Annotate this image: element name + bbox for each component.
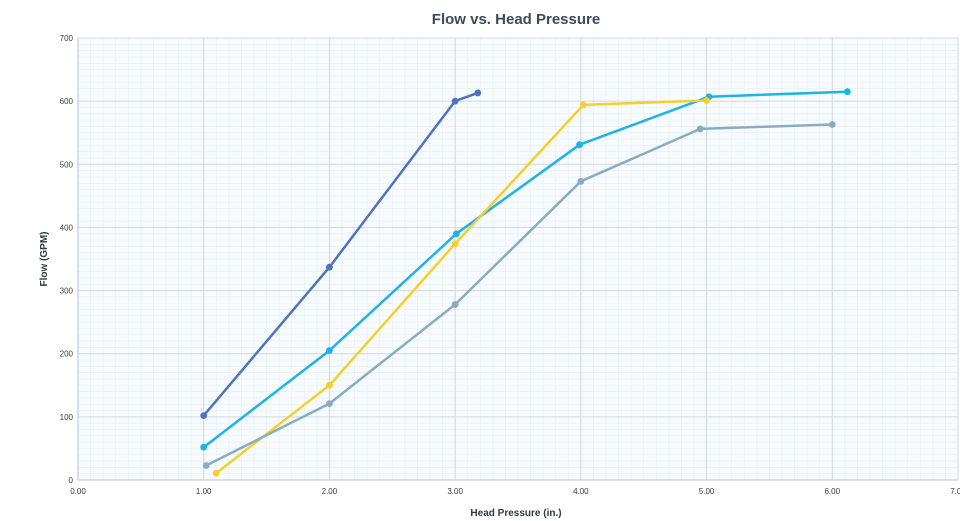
y-tick-labels: 0 100 200 300 400 500 600 700 bbox=[60, 34, 74, 485]
y-tick-label: 700 bbox=[60, 34, 74, 43]
data-point bbox=[696, 125, 704, 133]
data-point bbox=[200, 412, 208, 419]
data-point bbox=[326, 347, 333, 354]
series-line bbox=[202, 90, 849, 449]
series-1 bbox=[200, 89, 482, 419]
data-point bbox=[828, 121, 836, 128]
x-tick-label: 3.00 bbox=[447, 487, 463, 496]
major-gridlines bbox=[78, 37, 959, 480]
x-tick-label: 0.00 bbox=[70, 487, 86, 496]
chart-title: Flow vs. Head Pressure bbox=[432, 11, 600, 28]
data-point bbox=[326, 263, 333, 271]
y-tick-label: 100 bbox=[60, 413, 74, 422]
y-tick-label: 200 bbox=[60, 350, 74, 359]
data-point bbox=[326, 381, 333, 389]
data-point bbox=[202, 462, 210, 469]
data-point bbox=[577, 177, 585, 185]
x-tick-label: 1.00 bbox=[196, 487, 212, 496]
data-point bbox=[843, 88, 851, 96]
data-point bbox=[200, 443, 208, 451]
x-axis-label: Head Pressure (in.) bbox=[470, 508, 561, 519]
data-point bbox=[703, 97, 710, 104]
x-tick-label: 7.00 bbox=[950, 487, 960, 496]
minor-gridlines bbox=[78, 38, 958, 480]
series-line bbox=[202, 91, 480, 417]
data-point bbox=[212, 469, 220, 477]
y-tick-label: 0 bbox=[69, 476, 74, 485]
data-point bbox=[451, 97, 459, 105]
y-tick-label: 400 bbox=[60, 223, 74, 232]
x-tick-label: 5.00 bbox=[699, 487, 715, 496]
x-tick-label: 6.00 bbox=[824, 487, 840, 496]
data-point bbox=[453, 230, 460, 238]
y-tick-label: 600 bbox=[60, 97, 74, 106]
x-tick-label: 4.00 bbox=[573, 487, 589, 496]
series-line bbox=[204, 123, 834, 467]
x-tick-labels: 0.00 1.00 2.00 3.00 4.00 5.00 6.00 7.00 bbox=[70, 487, 960, 496]
data-point bbox=[576, 141, 583, 149]
axes bbox=[77, 38, 958, 481]
x-tick-label: 2.00 bbox=[322, 487, 338, 496]
data-point bbox=[451, 240, 459, 248]
y-axis-label: Flow (GPM) bbox=[39, 232, 50, 287]
y-tick-label: 500 bbox=[60, 160, 74, 169]
data-point bbox=[326, 400, 333, 407]
data-point bbox=[579, 101, 587, 109]
data-point bbox=[474, 89, 482, 97]
data-point bbox=[451, 301, 459, 308]
series-group bbox=[200, 88, 851, 477]
series-4 bbox=[202, 121, 836, 469]
series-3 bbox=[212, 97, 710, 477]
y-tick-label: 300 bbox=[60, 287, 74, 296]
